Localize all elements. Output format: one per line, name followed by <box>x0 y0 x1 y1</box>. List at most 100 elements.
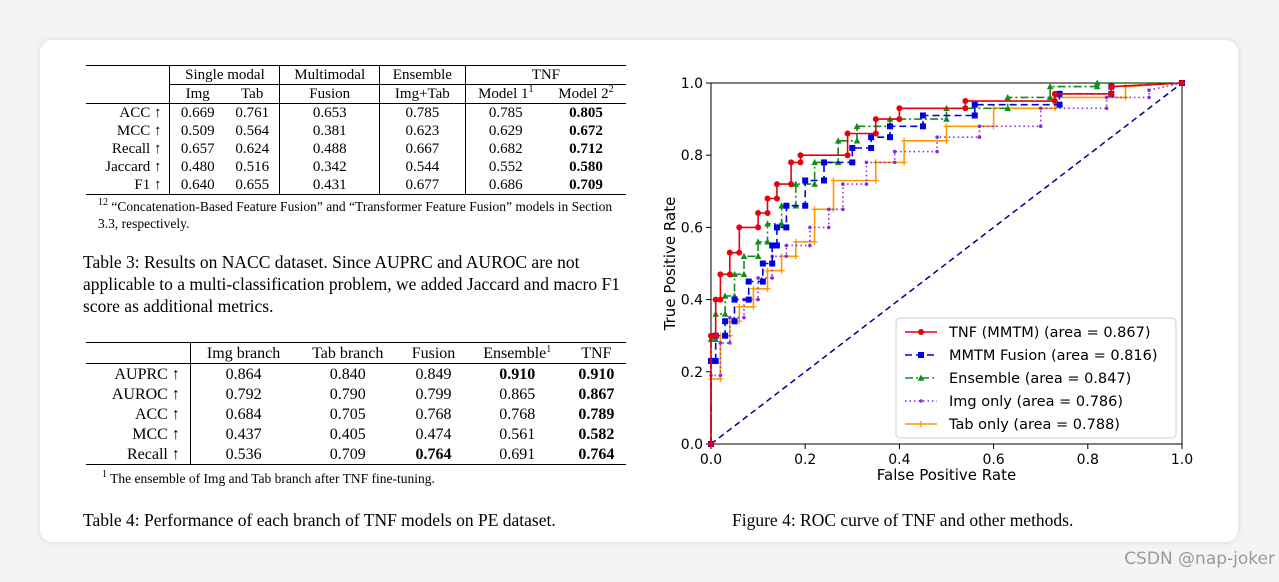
table-cell: 0.785 <box>379 103 466 122</box>
x-tick-label: 0.0 <box>700 452 722 468</box>
data-point <box>764 209 771 216</box>
table-cell: 0.709 <box>546 176 626 195</box>
table-cell: 0.709 <box>329 445 366 463</box>
data-point <box>755 224 762 231</box>
data-point <box>1108 83 1115 90</box>
legend-marker <box>918 352 924 358</box>
data-point <box>811 180 818 187</box>
data-point <box>712 335 720 343</box>
data-point <box>901 159 908 166</box>
table-cell: 0.764 <box>567 444 626 465</box>
table-row: AUPRC ↑ 0.864 0.840 0.849 0.910 0.910 <box>86 363 626 385</box>
data-point <box>769 260 776 267</box>
legend-entry: Tab only (area = 0.788) <box>905 417 1120 433</box>
data-point <box>802 202 809 209</box>
data-point <box>1004 93 1012 101</box>
data-point <box>886 123 893 130</box>
data-point <box>784 243 789 248</box>
table-cell: 0.437 <box>189 424 297 444</box>
best-value: 0.789 <box>578 405 615 423</box>
table-cell: 0.865 <box>499 385 536 403</box>
best-value: 0.764 <box>415 445 452 463</box>
table-cell: 0.342 <box>279 158 380 176</box>
data-point <box>943 137 950 144</box>
data-point <box>792 253 799 260</box>
data-point <box>919 123 926 130</box>
data-point <box>797 159 804 166</box>
table-cell: 0.669 <box>169 103 225 122</box>
data-point <box>745 278 752 285</box>
data-point <box>728 315 732 320</box>
table-cell: 0.474 <box>415 425 452 443</box>
data-point <box>830 177 837 184</box>
table-cell: 0.640 <box>169 176 225 195</box>
row-label: AUROC ↑ <box>111 385 180 403</box>
data-point <box>821 159 828 166</box>
data-point <box>736 224 743 231</box>
table-cell: 0.580 <box>546 158 626 176</box>
figure-4-caption: Figure 4: ROC curve of TNF and other met… <box>732 510 1074 530</box>
sub-header: Tab <box>224 84 280 104</box>
data-point <box>728 341 732 345</box>
table-cell: 0.910 <box>567 364 626 385</box>
data-point <box>1038 106 1043 111</box>
data-point <box>977 124 982 129</box>
data-point <box>821 177 828 184</box>
footnote-text: The ensemble of Img and Tab branch after… <box>110 471 435 486</box>
table-cell: 0.509 <box>169 122 225 140</box>
sub-header: Img <box>169 84 225 104</box>
data-point <box>853 122 861 130</box>
y-tick-label: 1.0 <box>681 76 703 92</box>
chart-legend: TNF (MMTM) (area = 0.867) MMTM Fusion (ar… <box>895 317 1177 439</box>
legend-marker <box>917 374 925 381</box>
table-cell: 0.564 <box>235 122 270 139</box>
sub-header: Model 22 <box>545 84 626 104</box>
data-point <box>759 260 766 267</box>
column-header: TNF <box>566 342 626 364</box>
column-header-text: Ensemble <box>483 344 547 362</box>
data-point <box>778 253 785 260</box>
axis-ticks: 0.0 0.2 0.4 0.6 0.8 1.0 0.0 0.2 0.4 0.6 0.8 1.0 <box>681 76 1193 468</box>
table-cell: 0.536 <box>189 444 297 465</box>
data-point <box>1104 95 1109 100</box>
table-cell: 0.653 <box>279 103 380 122</box>
row-label: F1 ↑ <box>134 176 162 193</box>
roc-chart: 0.0 0.2 0.4 0.6 0.8 1.0 0.0 0.2 0.4 0.6 0.8 1.0 Fal… <box>661 76 1193 484</box>
row-label: MCC ↑ <box>116 122 162 139</box>
column-header: Fusion <box>399 342 468 364</box>
data-point <box>864 182 869 186</box>
data-point <box>764 267 771 274</box>
table-3-sub-header-row: Img Tab Fusion Img+Tab Model 11 Model 22 <box>86 84 626 104</box>
series-line <box>710 82 1183 445</box>
data-point <box>1093 79 1101 86</box>
data-point <box>754 238 762 245</box>
data-point <box>962 98 969 105</box>
data-point <box>1046 83 1054 90</box>
table-cell: 0.677 <box>379 176 466 195</box>
y-tick-label: 0.8 <box>681 148 703 164</box>
data-point <box>808 243 812 248</box>
table-cell: 0.582 <box>567 424 626 444</box>
column-header: Tab branch <box>296 342 400 364</box>
data-point <box>962 105 969 112</box>
data-point <box>1038 124 1043 129</box>
sub-header-text: Model 1 <box>478 85 529 102</box>
data-point <box>792 238 799 245</box>
table-cell: 0.561 <box>499 425 536 443</box>
data-point <box>708 441 714 447</box>
data-point <box>811 238 818 245</box>
table-cell: 0.682 <box>464 140 546 158</box>
data-point <box>834 137 842 144</box>
table-cell: 0.488 <box>279 140 380 158</box>
data-point <box>872 130 879 137</box>
data-point <box>717 296 724 303</box>
table-4-caption: Table 4: Performance of each branch of T… <box>83 510 556 530</box>
footnote-text: “Concatenation-Based Feature Fusion” and… <box>98 199 613 231</box>
data-point <box>943 115 950 122</box>
data-point <box>1051 90 1058 97</box>
data-point <box>769 242 776 249</box>
data-point <box>721 310 729 317</box>
data-point <box>778 267 785 274</box>
row-label: AUPRC ↑ <box>114 365 180 383</box>
legend-marker <box>919 399 923 403</box>
